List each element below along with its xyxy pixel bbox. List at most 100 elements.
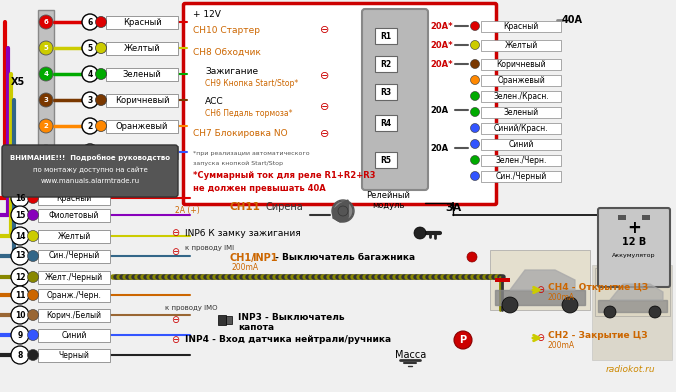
Bar: [481, 58, 561, 69]
Circle shape: [470, 40, 479, 49]
Text: капота: капота: [238, 323, 274, 332]
Circle shape: [470, 22, 479, 31]
Circle shape: [82, 40, 98, 56]
Circle shape: [470, 140, 479, 149]
Bar: [106, 120, 178, 132]
Text: по монтажу доступно на сайте: по монтажу доступно на сайте: [32, 167, 147, 173]
Text: Оранжевый: Оранжевый: [116, 122, 168, 131]
FancyBboxPatch shape: [2, 145, 178, 197]
Text: ⊖: ⊖: [536, 333, 544, 343]
Text: Масса: Масса: [395, 350, 427, 360]
Text: ⊖: ⊖: [536, 285, 544, 295]
Text: Синий/Красн.: Синий/Красн.: [493, 123, 548, 132]
Circle shape: [470, 156, 479, 165]
Text: R2: R2: [381, 60, 391, 69]
Text: Коричневый: Коричневый: [115, 96, 169, 105]
Text: 20A*: 20A*: [430, 60, 453, 69]
Text: Желт./Черный: Желт./Черный: [45, 272, 103, 281]
Text: 20A*: 20A*: [430, 22, 453, 31]
FancyBboxPatch shape: [183, 4, 496, 205]
Circle shape: [470, 91, 479, 100]
Text: Зажигание: Зажигание: [205, 67, 258, 76]
Bar: [481, 107, 561, 118]
Bar: [375, 84, 397, 100]
Text: 40A: 40A: [562, 15, 583, 25]
Polygon shape: [610, 284, 663, 300]
Text: 6: 6: [44, 19, 49, 25]
Text: ⊖: ⊖: [320, 71, 330, 81]
Bar: [481, 74, 561, 85]
Circle shape: [454, 331, 472, 349]
Circle shape: [28, 350, 39, 361]
Bar: [38, 270, 110, 283]
Circle shape: [39, 15, 53, 29]
Text: 20A: 20A: [430, 105, 448, 114]
Circle shape: [95, 16, 107, 27]
Circle shape: [95, 120, 107, 131]
Circle shape: [470, 76, 479, 85]
Text: + 12V: + 12V: [193, 9, 221, 18]
Bar: [106, 94, 178, 107]
Text: CH9 Кнопка Start/Stop*: CH9 Кнопка Start/Stop*: [205, 78, 298, 87]
Text: *при реализации автоматического: *при реализации автоматического: [193, 151, 310, 156]
Bar: [38, 328, 110, 341]
Text: ВНИМАНИЕ!!!  Подробное руководство: ВНИМАНИЕ!!! Подробное руководство: [10, 155, 170, 162]
Text: 3: 3: [43, 97, 49, 103]
Circle shape: [333, 201, 353, 221]
Circle shape: [82, 118, 98, 134]
Bar: [618, 215, 626, 220]
Text: Зеленый: Зеленый: [122, 69, 162, 78]
Bar: [595, 268, 670, 316]
Text: Корич./Белый: Корич./Белый: [47, 310, 101, 319]
Text: Сирена: Сирена: [265, 202, 303, 212]
Text: 13: 13: [15, 252, 25, 261]
Text: CH1/: CH1/: [230, 253, 256, 263]
Text: - Выключатель багажника: - Выключатель багажника: [272, 254, 415, 263]
Text: ⊖: ⊖: [171, 247, 179, 257]
Text: CH11: CH11: [230, 202, 261, 212]
Text: Синий: Синий: [128, 147, 155, 156]
Bar: [481, 20, 561, 31]
Text: radiokot.ru: radiokot.ru: [605, 365, 655, 374]
Text: 200mA: 200mA: [548, 341, 575, 350]
Circle shape: [28, 209, 39, 221]
Text: Красный: Красный: [122, 18, 162, 27]
Bar: [490, 250, 590, 310]
Text: INP3 - Выключатель: INP3 - Выключатель: [238, 314, 345, 323]
Circle shape: [604, 306, 616, 318]
Circle shape: [82, 144, 98, 160]
Circle shape: [39, 119, 53, 133]
Bar: [375, 28, 397, 44]
Bar: [38, 289, 110, 301]
Circle shape: [28, 230, 39, 241]
Circle shape: [502, 297, 518, 313]
Bar: [38, 10, 54, 170]
Circle shape: [39, 67, 53, 81]
Circle shape: [11, 227, 29, 245]
Circle shape: [11, 247, 29, 265]
Circle shape: [28, 290, 39, 301]
Text: 15: 15: [15, 211, 25, 220]
Text: Желтый: Желтый: [504, 40, 537, 49]
Polygon shape: [333, 200, 348, 222]
Text: Фиолетовый: Фиолетовый: [49, 211, 99, 220]
Text: R5: R5: [381, 156, 391, 165]
Text: ⊖: ⊖: [320, 25, 330, 35]
Circle shape: [11, 286, 29, 304]
Text: Синий: Синий: [62, 330, 87, 339]
Text: Коричневый: Коричневый: [496, 60, 546, 69]
Text: 2A (+): 2A (+): [175, 205, 199, 214]
Text: CH7 Блокировка NO: CH7 Блокировка NO: [193, 129, 287, 138]
Circle shape: [11, 268, 29, 286]
Text: 9: 9: [18, 330, 22, 339]
Text: 2: 2: [87, 122, 93, 131]
Text: R4: R4: [381, 118, 391, 127]
Circle shape: [95, 69, 107, 80]
Polygon shape: [510, 270, 575, 290]
Text: Син./Черный: Син./Черный: [49, 252, 99, 261]
Text: АСС: АСС: [205, 96, 224, 105]
Circle shape: [28, 330, 39, 341]
Text: Оранжевый: Оранжевый: [497, 76, 545, 85]
Polygon shape: [495, 290, 585, 305]
Text: Зелен./Красн.: Зелен./Красн.: [493, 91, 549, 100]
